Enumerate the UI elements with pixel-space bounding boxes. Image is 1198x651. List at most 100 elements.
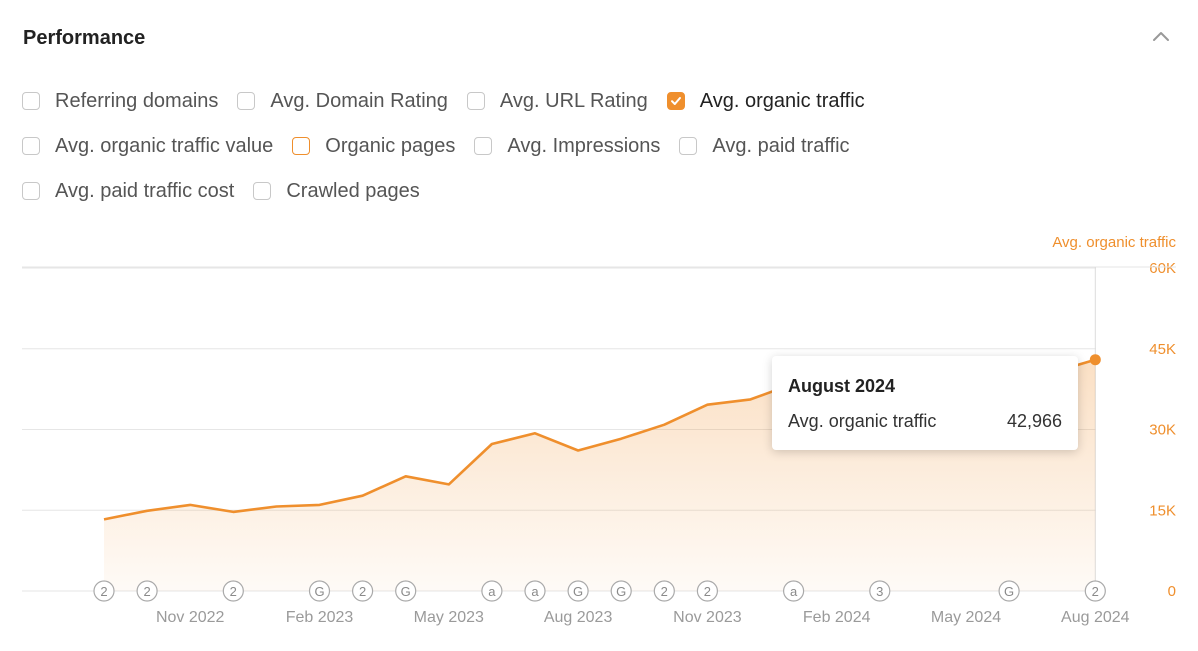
annotation-marker[interactable] xyxy=(653,580,675,602)
filter-label: Avg. Domain Rating xyxy=(270,89,448,112)
checkbox-icon[interactable] xyxy=(22,182,40,200)
filter-label: Organic pages xyxy=(325,134,456,157)
collapse-chevron-icon[interactable] xyxy=(1148,24,1174,50)
x-tick-label: Feb 2024 xyxy=(803,609,871,626)
checkbox-icon[interactable] xyxy=(237,92,256,110)
x-tick-label: May 2024 xyxy=(931,609,1001,626)
annotation-marker[interactable] xyxy=(352,580,374,602)
filter-avg-paid-traffic[interactable]: Avg. paid traffic xyxy=(679,134,850,158)
annotation-marker-label: 3 xyxy=(876,584,883,599)
x-tick-label: Feb 2023 xyxy=(286,609,354,626)
data-point[interactable] xyxy=(141,505,153,517)
annotation-marker-label: 2 xyxy=(1092,584,1099,599)
filter-label: Referring domains xyxy=(55,89,219,112)
annotation-marker[interactable] xyxy=(567,580,589,602)
annotation-marker-label: G xyxy=(314,584,324,599)
data-point[interactable] xyxy=(98,513,110,525)
y-tick-label: 15K xyxy=(1149,502,1176,519)
tooltip-title: August 2024 xyxy=(788,376,896,396)
annotation-marker[interactable] xyxy=(1084,580,1106,602)
panel-title: Performance xyxy=(23,27,146,49)
annotation-marker[interactable] xyxy=(524,580,546,602)
tooltip-metric-label: Avg. organic traffic xyxy=(788,411,937,431)
annotation-marker-label: a xyxy=(790,584,798,599)
annotation-marker[interactable] xyxy=(869,580,891,602)
annotation-marker-label: 2 xyxy=(230,584,237,599)
filter-avg-organic-traffic[interactable]: Avg. organic traffic xyxy=(666,89,865,113)
filter-organic-pages[interactable]: Organic pages xyxy=(292,135,455,158)
data-point[interactable] xyxy=(658,419,670,431)
annotation-marker[interactable] xyxy=(610,580,632,602)
data-point[interactable] xyxy=(270,500,282,512)
annotation-marker-label: 2 xyxy=(661,584,668,599)
data-point[interactable] xyxy=(227,506,239,518)
annotation-marker-label: a xyxy=(531,584,539,599)
annotation-marker-label: 2 xyxy=(359,584,366,599)
data-point[interactable] xyxy=(529,427,541,439)
checkbox-icon[interactable] xyxy=(466,92,485,110)
filter-row: Referring domains Avg. Domain Rating Avg. … xyxy=(22,86,1122,116)
annotation-marker-label: 2 xyxy=(100,584,107,599)
annotation-marker-label: G xyxy=(573,584,583,599)
data-point[interactable] xyxy=(572,444,584,456)
annotation-marker[interactable] xyxy=(395,580,417,602)
x-tick-label: Nov 2023 xyxy=(673,609,742,626)
filter-label: Avg. paid traffic xyxy=(712,134,850,157)
checkbox-checked-icon[interactable] xyxy=(666,92,685,110)
data-point[interactable] xyxy=(357,490,369,502)
right-axis-label: Avg. organic traffic xyxy=(1052,234,1176,251)
checkbox-icon[interactable] xyxy=(292,137,311,155)
x-tick-label: Aug 2024 xyxy=(1061,609,1130,626)
filter-avg-organic-traffic-value[interactable]: Avg. organic traffic value xyxy=(22,135,273,158)
annotation-marker[interactable] xyxy=(136,580,158,602)
annotation-marker[interactable] xyxy=(998,580,1020,602)
annotation-marker-label: G xyxy=(1004,584,1014,599)
filter-label: Avg. Impressions xyxy=(507,134,661,157)
checkbox-icon[interactable] xyxy=(679,137,698,155)
data-point[interactable] xyxy=(486,438,498,450)
annotation-marker-label: 2 xyxy=(143,584,150,599)
metric-filters: Referring domains Avg. Domain Rating Avg. … xyxy=(22,86,1122,221)
filter-referring-domains[interactable]: Referring domains xyxy=(22,90,218,113)
checkbox-icon[interactable] xyxy=(474,137,493,155)
data-point[interactable] xyxy=(443,478,455,490)
filter-avg-impressions[interactable]: Avg. Impressions xyxy=(474,135,660,158)
filter-avg-url-rating[interactable]: Avg. URL Rating xyxy=(466,90,648,113)
x-tick-label: Nov 2022 xyxy=(156,609,225,626)
annotation-marker-label: G xyxy=(401,584,411,599)
filter-avg-domain-rating[interactable]: Avg. Domain Rating xyxy=(237,90,448,113)
annotation-marker-label: 2 xyxy=(704,584,711,599)
y-tick-label: 0 xyxy=(1168,583,1176,600)
tooltip-metric-value: 42,966 xyxy=(1006,411,1062,431)
data-point[interactable] xyxy=(184,499,196,511)
annotation-marker-label: a xyxy=(488,584,496,599)
data-point[interactable] xyxy=(701,399,713,411)
filter-label: Crawled pages xyxy=(286,179,420,202)
y-tick-label: 60K xyxy=(1149,260,1176,277)
filter-row: Avg. organic traffic value Organic pages A… xyxy=(22,131,1122,161)
annotation-marker[interactable] xyxy=(782,580,805,602)
annotation-marker[interactable] xyxy=(696,580,719,602)
filter-crawled-pages[interactable]: Crawled pages xyxy=(253,179,420,203)
filter-avg-paid-traffic-cost[interactable]: Avg. paid traffic cost xyxy=(22,180,234,203)
annotation-marker[interactable] xyxy=(93,580,115,602)
checkbox-icon[interactable] xyxy=(22,137,40,155)
annotation-marker-label: G xyxy=(616,584,626,599)
checkbox-icon[interactable] xyxy=(22,92,40,110)
filter-label: Avg. organic traffic value xyxy=(55,134,274,157)
x-tick-label: Aug 2023 xyxy=(544,609,613,626)
annotation-marker[interactable] xyxy=(308,580,331,602)
checkbox-icon[interactable] xyxy=(253,182,272,200)
highlighted-data-point xyxy=(1089,354,1101,366)
data-point[interactable] xyxy=(314,499,326,511)
filter-label: Avg. organic traffic xyxy=(699,89,865,112)
chart-tooltip: August 2024 Avg. organic traffic 42,966 xyxy=(772,356,1078,450)
y-tick-label: 30K xyxy=(1149,422,1176,439)
filter-row: Avg. paid traffic cost Crawled pages xyxy=(22,176,1122,206)
data-point[interactable] xyxy=(745,393,757,405)
annotation-marker[interactable] xyxy=(222,580,244,602)
data-point[interactable] xyxy=(400,470,412,482)
y-tick-label: 45K xyxy=(1149,341,1176,358)
annotation-marker[interactable] xyxy=(481,580,503,602)
data-point[interactable] xyxy=(615,433,627,445)
